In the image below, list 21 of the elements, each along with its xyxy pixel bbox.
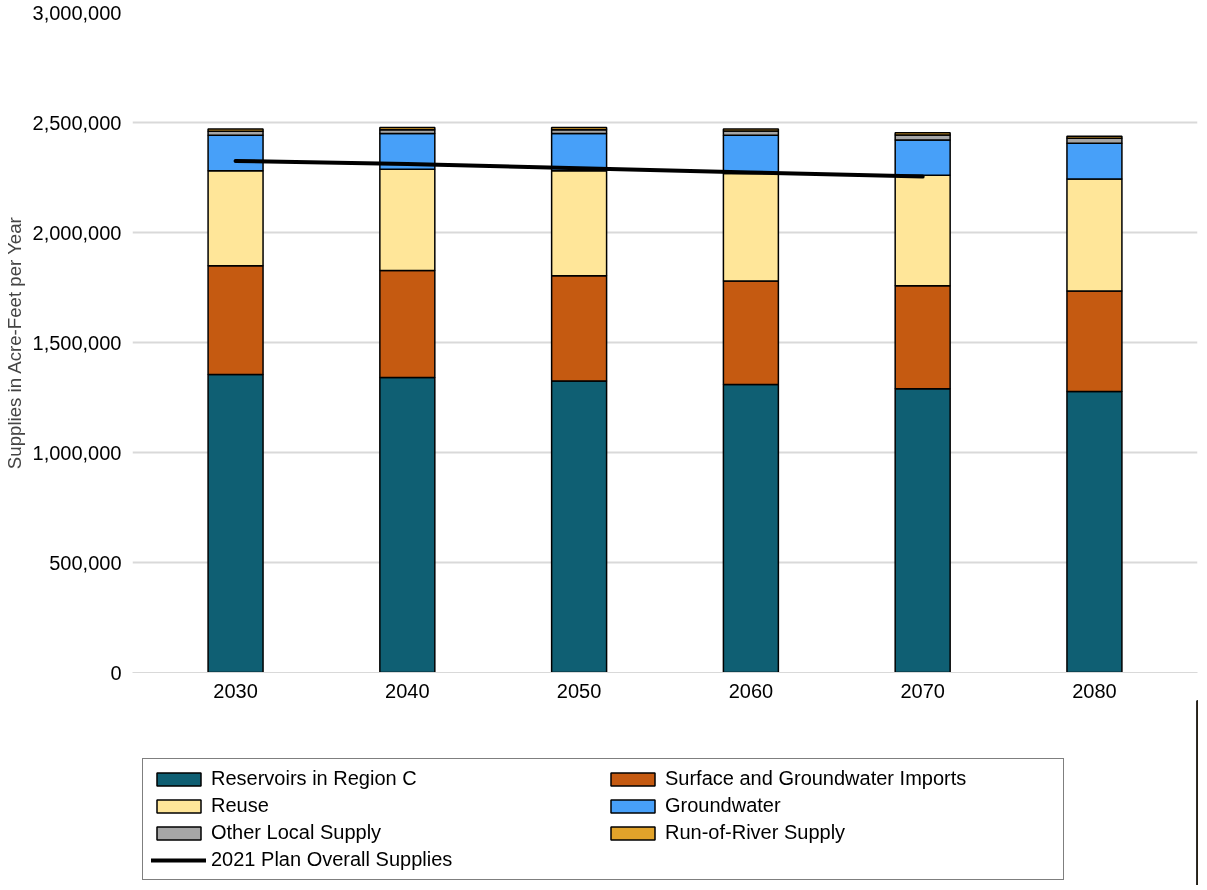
y-tick-label: 1,000,000	[32, 441, 122, 464]
x-tick-label: 2080	[1072, 679, 1117, 702]
legend-label: Reservoirs in Region C	[211, 767, 418, 790]
y-tick-label: 2,500,000	[32, 111, 122, 134]
legend-label: Reuse	[211, 794, 270, 817]
y-tick-label: 1,500,000	[32, 331, 122, 354]
legend-label: Run-of-River Supply	[665, 821, 847, 844]
legend-label: 2021 Plan Overall Supplies	[211, 848, 454, 871]
x-tick-label: 2040	[385, 679, 430, 702]
x-tick-label: 2030	[213, 679, 258, 702]
x-tick-label: 2070	[900, 679, 945, 702]
y-axis-title: Supplies in Acre-Feet per Year	[3, 217, 25, 470]
legend-label: Other Local Supply	[211, 821, 383, 844]
y-tick-label: 0	[110, 661, 122, 684]
x-tick-label: 2050	[556, 679, 602, 702]
y-tick-label: 500,000	[49, 551, 122, 574]
y-tick-label: 3,000,000	[32, 1, 122, 24]
y-tick-label: 2,000,000	[32, 221, 122, 244]
x-tick-label: 2060	[728, 679, 774, 702]
legend-label: Groundwater	[665, 794, 782, 817]
legend-label: Surface and Groundwater Imports	[665, 767, 968, 790]
